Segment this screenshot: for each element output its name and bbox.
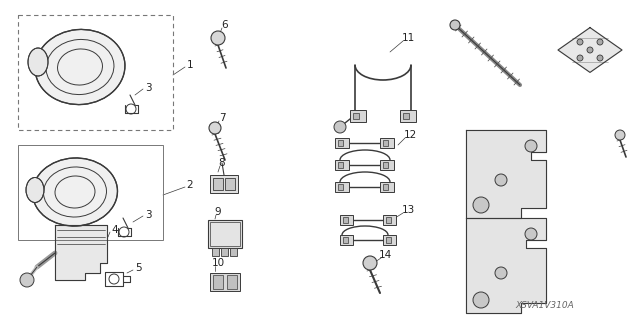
Bar (383, 215, 396, 225)
Bar (400, 110, 416, 122)
Text: 4: 4 (112, 225, 118, 235)
Bar (210, 273, 240, 291)
Bar (335, 182, 349, 192)
Polygon shape (466, 130, 546, 218)
Bar (230, 248, 237, 256)
Ellipse shape (33, 158, 118, 226)
Text: 1: 1 (187, 60, 193, 70)
Ellipse shape (35, 29, 125, 105)
Text: 12: 12 (403, 130, 417, 140)
Bar (221, 248, 228, 256)
Circle shape (587, 47, 593, 53)
Bar (386, 237, 391, 243)
Ellipse shape (28, 48, 48, 76)
Bar (383, 162, 388, 168)
Bar (213, 275, 223, 289)
Circle shape (473, 197, 489, 213)
Circle shape (363, 256, 377, 270)
Text: 10: 10 (211, 258, 225, 268)
Circle shape (209, 122, 221, 134)
Text: 5: 5 (134, 263, 141, 273)
Text: 14: 14 (378, 250, 392, 260)
Polygon shape (466, 218, 546, 313)
Bar (383, 235, 396, 245)
Bar (225, 178, 235, 190)
Text: 13: 13 (401, 205, 415, 215)
Ellipse shape (26, 177, 44, 203)
Circle shape (334, 121, 346, 133)
Circle shape (20, 273, 34, 287)
Circle shape (211, 31, 225, 45)
Text: 9: 9 (214, 207, 221, 217)
Bar (212, 248, 219, 256)
Bar (380, 160, 394, 170)
Bar (18, 15, 173, 130)
Bar (335, 160, 349, 170)
Bar (353, 113, 359, 119)
Polygon shape (558, 28, 622, 72)
Circle shape (577, 55, 583, 61)
Bar (386, 217, 391, 223)
Text: 8: 8 (219, 158, 225, 168)
Circle shape (597, 55, 603, 61)
Text: 11: 11 (401, 33, 415, 43)
Text: 2: 2 (187, 180, 193, 190)
Bar (350, 110, 366, 122)
Circle shape (525, 228, 537, 240)
Bar (18, 145, 163, 240)
Bar (340, 215, 353, 225)
Circle shape (473, 292, 489, 308)
Bar (210, 175, 238, 193)
Text: XSVA1V310A: XSVA1V310A (516, 300, 574, 309)
Text: 3: 3 (145, 210, 151, 220)
Text: 3: 3 (145, 83, 151, 93)
Bar (338, 162, 343, 168)
Circle shape (577, 39, 583, 45)
Bar (343, 237, 348, 243)
Bar (227, 275, 237, 289)
Circle shape (597, 39, 603, 45)
Circle shape (450, 20, 460, 30)
Circle shape (525, 140, 537, 152)
Circle shape (495, 267, 507, 279)
Bar (343, 217, 348, 223)
Text: 6: 6 (221, 20, 228, 30)
Bar (210, 222, 240, 246)
Bar (380, 138, 394, 148)
Polygon shape (55, 225, 107, 280)
Circle shape (615, 130, 625, 140)
Bar (403, 113, 409, 119)
Bar (338, 184, 343, 190)
Bar (380, 182, 394, 192)
Bar (335, 138, 349, 148)
Bar (340, 235, 353, 245)
Bar (383, 140, 388, 146)
Circle shape (495, 174, 507, 186)
Text: 7: 7 (219, 113, 225, 123)
Bar (213, 178, 223, 190)
Bar (208, 220, 242, 248)
Bar (383, 184, 388, 190)
Bar (338, 140, 343, 146)
